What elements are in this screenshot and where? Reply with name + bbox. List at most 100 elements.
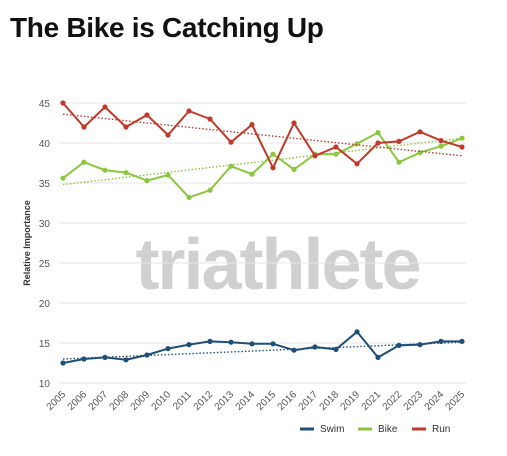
swim-point xyxy=(312,344,318,350)
bike-point xyxy=(102,167,108,173)
bike-point xyxy=(186,194,192,200)
y-axis-label: Relative Importance xyxy=(22,200,32,286)
legend-label-bike: Bike xyxy=(378,424,398,435)
x-tick-label: 2009 xyxy=(129,389,153,413)
swim-line xyxy=(62,330,462,364)
y-tick-label: 15 xyxy=(39,339,51,350)
run-point xyxy=(144,112,150,118)
y-tick-label: 35 xyxy=(39,179,51,190)
swim-point xyxy=(123,357,129,363)
run-point xyxy=(333,144,339,150)
bike-point xyxy=(459,135,465,141)
swim-point xyxy=(228,339,234,345)
x-tick-label: 2015 xyxy=(255,389,279,413)
run-point xyxy=(438,138,444,144)
run-point xyxy=(186,108,192,114)
run-point xyxy=(228,139,234,145)
run-point xyxy=(375,140,381,146)
y-axis-ticks: 10 15 20 25 30 35 40 45 xyxy=(39,99,51,390)
swim-point xyxy=(459,338,465,344)
swim-point xyxy=(270,341,276,347)
swim-point xyxy=(375,354,381,360)
series-swim xyxy=(60,329,465,366)
run-point xyxy=(123,124,129,130)
x-tick-label: 2006 xyxy=(66,389,90,413)
legend: Swim Bike Run xyxy=(300,424,450,435)
swim-point xyxy=(81,356,87,362)
bike-point xyxy=(375,130,381,136)
x-tick-label: 2007 xyxy=(87,389,111,413)
bike-point xyxy=(270,151,276,157)
bike-point xyxy=(123,170,129,176)
swim-point xyxy=(438,338,444,344)
x-tick-label: 2024 xyxy=(423,389,447,413)
x-tick-label: 2017 xyxy=(297,389,321,413)
swim-point xyxy=(186,342,192,348)
x-tick-label: 2018 xyxy=(318,389,342,413)
bike-point xyxy=(144,178,150,184)
swim-point xyxy=(354,329,360,335)
swim-point xyxy=(417,342,423,348)
bike-point xyxy=(165,172,171,178)
swim-point xyxy=(144,352,150,358)
swim-point xyxy=(291,347,297,353)
y-tick-label: 20 xyxy=(39,299,51,310)
x-tick-label: 2019 xyxy=(339,389,363,413)
bike-trend-line xyxy=(62,137,463,186)
x-tick-label: 2025 xyxy=(444,389,468,413)
run-point xyxy=(207,116,213,122)
x-tick-label: 2016 xyxy=(276,389,300,413)
run-point xyxy=(165,132,171,138)
x-tick-label: 2022 xyxy=(381,389,405,413)
run-line xyxy=(62,102,463,169)
run-point xyxy=(60,100,66,106)
x-tick-label: 2005 xyxy=(45,389,69,413)
swim-point xyxy=(60,360,66,366)
run-point xyxy=(102,104,108,110)
x-tick-label: 2021 xyxy=(360,389,384,413)
bike-point xyxy=(354,141,360,147)
bike-point xyxy=(396,159,402,165)
y-tick-label: 10 xyxy=(39,379,51,390)
legend-label-swim: Swim xyxy=(320,424,344,435)
y-tick-label: 25 xyxy=(39,259,51,270)
bike-point xyxy=(81,159,87,165)
run-point xyxy=(291,120,297,126)
x-axis-ticks: 2005200620072008200920102011201220132014… xyxy=(45,389,468,413)
x-tick-label: 2010 xyxy=(150,389,174,413)
bike-point xyxy=(438,143,444,149)
run-trend-line xyxy=(62,113,463,157)
series-bike xyxy=(60,130,465,200)
bike-line xyxy=(62,131,463,199)
y-tick-label: 40 xyxy=(39,139,51,150)
series-run xyxy=(60,100,465,171)
run-point xyxy=(81,124,87,130)
x-tick-label: 2014 xyxy=(234,389,258,413)
run-point xyxy=(249,122,255,128)
x-tick-label: 2008 xyxy=(108,389,132,413)
bike-point xyxy=(228,163,234,169)
run-point xyxy=(354,161,360,167)
swim-trend-line xyxy=(62,341,463,360)
bike-point xyxy=(291,166,297,172)
x-tick-label: 2013 xyxy=(213,389,237,413)
run-point xyxy=(270,165,276,171)
swim-point xyxy=(333,346,339,352)
x-tick-label: 2011 xyxy=(171,389,194,412)
bike-point xyxy=(60,175,66,181)
swim-point xyxy=(165,346,171,352)
run-point xyxy=(312,153,318,159)
bike-point xyxy=(333,151,339,157)
swim-point xyxy=(249,341,255,347)
bike-point xyxy=(207,187,213,193)
y-tick-label: 30 xyxy=(39,219,51,230)
bike-point xyxy=(249,171,255,177)
x-tick-label: 2023 xyxy=(402,389,426,413)
swim-point xyxy=(396,342,402,348)
series-group xyxy=(60,100,465,366)
run-point xyxy=(459,144,465,150)
chart-title: The Bike is Catching Up xyxy=(10,12,324,43)
swim-point xyxy=(102,354,108,360)
swim-point xyxy=(207,338,213,344)
